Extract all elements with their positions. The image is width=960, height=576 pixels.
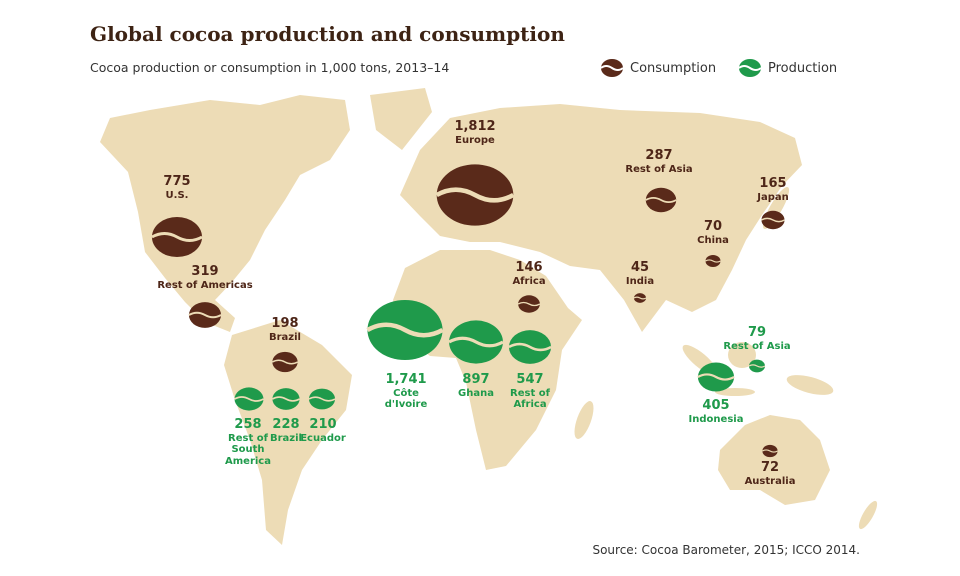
label-production-ecuador: 210 Ecuador <box>300 417 346 444</box>
new-guinea <box>786 375 834 395</box>
label-consumption-china: 70 China <box>697 219 729 246</box>
source-note: Source: Cocoa Barometer, 2015; ICCO 2014… <box>592 543 860 557</box>
consumption-bean-japan <box>761 210 785 230</box>
legend-production: Production <box>738 58 837 78</box>
label-consumption-africa: 146 Africa <box>512 260 546 287</box>
consumption-bean-china <box>705 254 721 268</box>
legend-consumption-label: Consumption <box>630 60 717 76</box>
label-production-rest-of-south-america: 258 Rest of South America <box>225 417 271 467</box>
consumption-bean-europe <box>435 164 515 226</box>
australia <box>718 415 830 505</box>
borneo <box>728 342 756 368</box>
production-bean-rest-of-asia <box>748 359 766 373</box>
label-consumption-rest-of-asia: 287 Rest of Asia <box>625 148 693 175</box>
legend-production-label: Production <box>768 60 838 76</box>
consumption-bean-brazil <box>271 351 299 373</box>
label-consumption-rest-of-americas: 319 Rest of Americas <box>157 264 253 291</box>
north-america <box>100 95 350 332</box>
production-bean-rest-of-south-america <box>234 387 264 411</box>
madagascar <box>574 401 594 439</box>
java <box>715 388 755 396</box>
greenland <box>370 88 432 150</box>
legend-consumption: Consumption <box>600 58 716 78</box>
consumption-bean-africa <box>517 295 541 313</box>
consumption-bean-icon <box>600 59 624 77</box>
label-consumption-us: 775 U.S. <box>163 174 191 201</box>
label-consumption-india: 45 India <box>625 260 655 287</box>
consumption-bean-australia <box>762 444 778 458</box>
page-title: Global cocoa production and consumption <box>90 22 565 46</box>
consumption-bean-u-s- <box>151 216 203 258</box>
consumption-bean-rest-of-asia <box>645 187 677 213</box>
eurasia <box>400 104 802 332</box>
production-bean-indonesia <box>697 362 735 392</box>
subtitle: Cocoa production or consumption in 1,000… <box>90 60 450 75</box>
label-consumption-japan: 165 Japan <box>757 176 789 203</box>
label-consumption-europe: 1,812 Europe <box>454 119 496 146</box>
label-production-rest-of-africa: 547 Rest of Africa <box>510 372 550 411</box>
production-bean-rest-of-africa <box>508 330 552 364</box>
beans-layer <box>151 164 785 458</box>
label-production-brazil: 228 Brazil <box>270 417 302 444</box>
south-america <box>224 320 352 545</box>
label-production-cote-divoire: 1,741 Côte d'Ivoire <box>384 372 428 411</box>
production-bean-ghana <box>448 320 504 364</box>
production-bean-ecuador <box>308 388 336 410</box>
production-bean-brazil <box>272 388 300 410</box>
consumption-bean-india <box>633 293 647 303</box>
label-production-indonesia: 405 Indonesia <box>688 398 744 425</box>
new-zealand <box>858 500 878 530</box>
production-bean-c-te-d-ivoire <box>366 299 444 361</box>
label-consumption-brazil: 198 Brazil <box>269 316 301 343</box>
label-consumption-australia: 72 Australia <box>744 460 796 487</box>
consumption-bean-rest-of-americas <box>188 302 222 328</box>
label-production-ghana: 897 Ghana <box>458 372 494 399</box>
label-production-rest-of-asia: 79 Rest of Asia <box>723 325 791 352</box>
production-bean-icon <box>738 59 762 77</box>
